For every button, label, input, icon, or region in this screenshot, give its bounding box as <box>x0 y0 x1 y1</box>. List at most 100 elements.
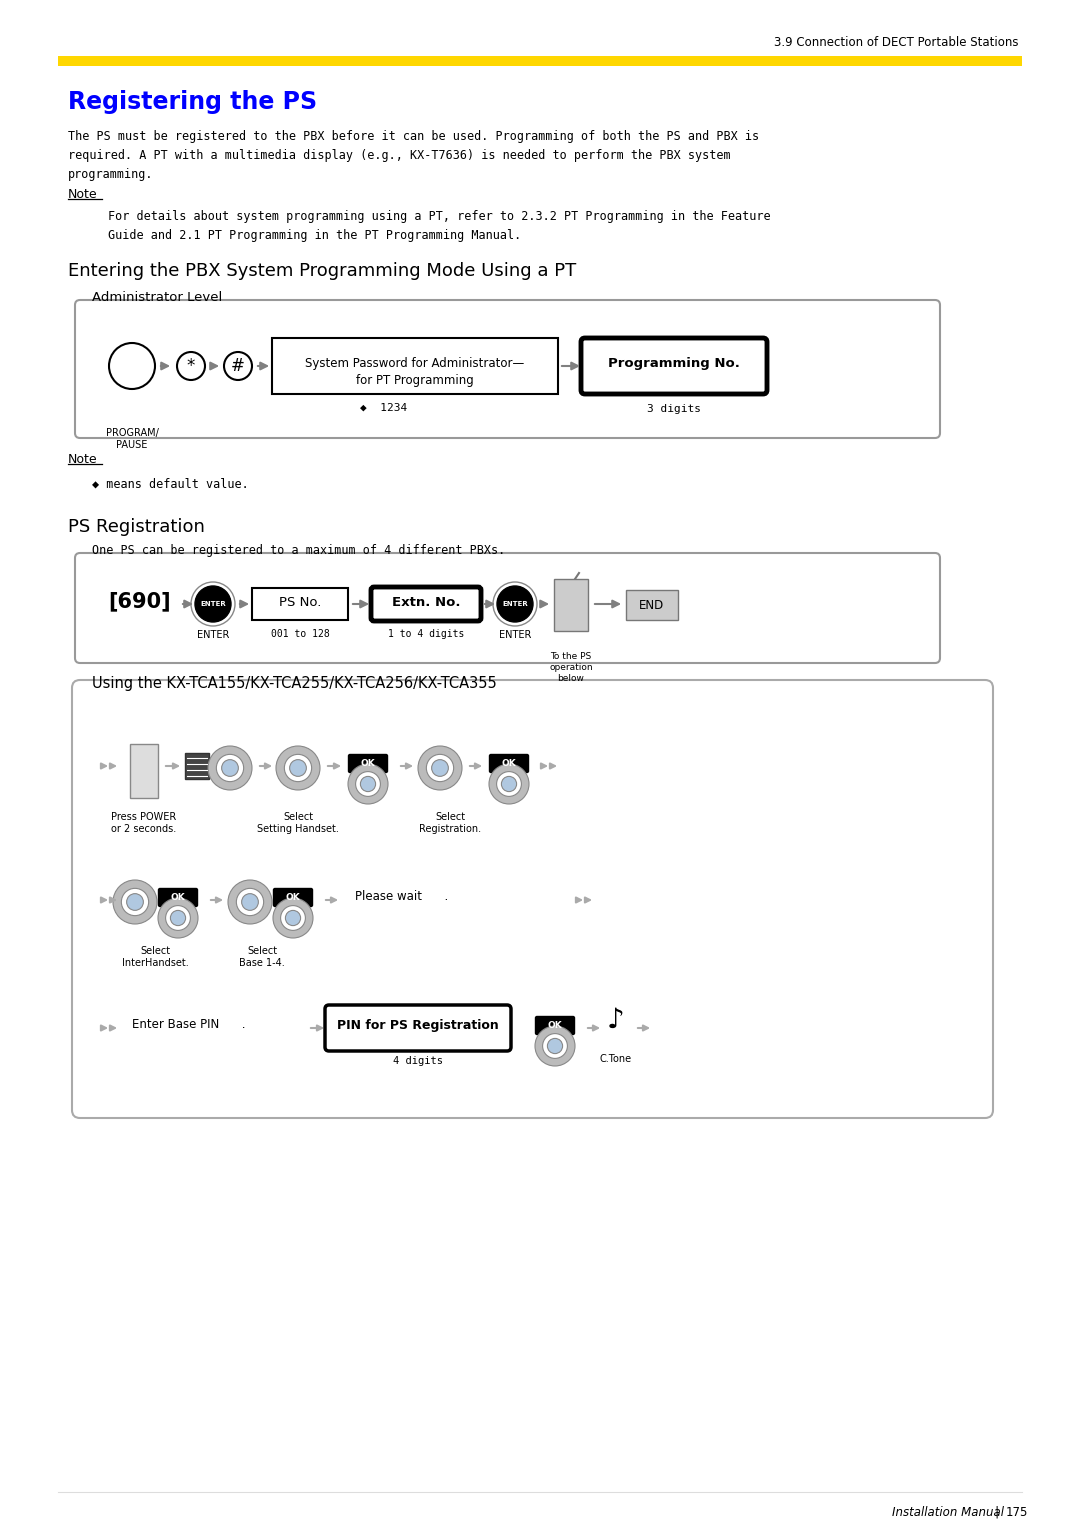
Circle shape <box>535 1025 575 1067</box>
FancyBboxPatch shape <box>273 888 312 906</box>
Text: OK: OK <box>548 1021 563 1030</box>
Text: Please wait      .: Please wait . <box>355 889 448 903</box>
FancyBboxPatch shape <box>489 755 528 773</box>
Circle shape <box>285 911 300 926</box>
Circle shape <box>501 776 516 792</box>
Circle shape <box>276 746 320 790</box>
Text: [690]: [690] <box>108 591 171 611</box>
Text: ENTER: ENTER <box>200 601 226 607</box>
Text: 4 digits: 4 digits <box>393 1056 443 1067</box>
Text: Extn. No.: Extn. No. <box>392 596 460 608</box>
FancyBboxPatch shape <box>75 553 940 663</box>
Circle shape <box>126 894 144 911</box>
Text: For details about system programming using a PT, refer to 2.3.2 PT Programming i: For details about system programming usi… <box>108 209 771 223</box>
Text: Registering the PS: Registering the PS <box>68 90 318 115</box>
Circle shape <box>418 746 462 790</box>
Text: 3.9 Connection of DECT Portable Stations: 3.9 Connection of DECT Portable Stations <box>773 37 1018 49</box>
Bar <box>130 744 158 798</box>
Text: ENTER: ENTER <box>197 630 229 640</box>
Text: Press POWER
or 2 seconds.: Press POWER or 2 seconds. <box>111 811 177 834</box>
Text: The PS must be registered to the PBX before it can be used. Programming of both : The PS must be registered to the PBX bef… <box>68 130 759 144</box>
Text: END: END <box>639 599 664 611</box>
Circle shape <box>109 342 156 390</box>
Text: 1 to 4 digits: 1 to 4 digits <box>388 630 464 639</box>
Text: PS Registration: PS Registration <box>68 518 205 536</box>
Text: OK: OK <box>171 892 186 902</box>
FancyBboxPatch shape <box>75 299 940 439</box>
Text: Select
InterHandset.: Select InterHandset. <box>122 946 188 969</box>
Text: Using the KX-TCA155/KX-TCA255/KX-TCA256/KX-TCA355: Using the KX-TCA155/KX-TCA255/KX-TCA256/… <box>92 675 497 691</box>
Circle shape <box>361 776 376 792</box>
FancyBboxPatch shape <box>536 1016 575 1034</box>
Text: PROGRAM/
PAUSE: PROGRAM/ PAUSE <box>106 428 159 449</box>
FancyBboxPatch shape <box>159 888 198 906</box>
FancyBboxPatch shape <box>272 338 558 394</box>
Bar <box>626 590 678 620</box>
Text: ◆  1234: ◆ 1234 <box>360 403 407 413</box>
Text: PIN for PS Registration: PIN for PS Registration <box>337 1019 499 1033</box>
Text: PS No.: PS No. <box>279 596 321 608</box>
Text: Entering the PBX System Programming Mode Using a PT: Entering the PBX System Programming Mode… <box>68 261 577 280</box>
Text: #: # <box>231 358 245 374</box>
Text: programming.: programming. <box>68 168 153 180</box>
Circle shape <box>489 764 529 804</box>
Text: Note: Note <box>68 452 97 466</box>
Text: Installation Manual: Installation Manual <box>892 1507 1004 1519</box>
FancyBboxPatch shape <box>325 1005 511 1051</box>
Circle shape <box>242 894 258 911</box>
Circle shape <box>113 880 157 924</box>
FancyBboxPatch shape <box>58 57 1022 66</box>
Text: OK: OK <box>501 759 516 769</box>
Circle shape <box>224 351 252 380</box>
Circle shape <box>427 755 454 782</box>
Text: Select
Setting Handset.: Select Setting Handset. <box>257 811 339 834</box>
Circle shape <box>171 911 186 926</box>
Text: Administrator Level: Administrator Level <box>92 290 222 304</box>
FancyBboxPatch shape <box>349 755 388 773</box>
Circle shape <box>432 759 448 776</box>
Text: ENTER: ENTER <box>499 630 531 640</box>
FancyBboxPatch shape <box>372 587 481 620</box>
Circle shape <box>289 759 307 776</box>
Circle shape <box>497 587 534 622</box>
Text: Enter Base PIN      .: Enter Base PIN . <box>132 1018 245 1030</box>
Circle shape <box>158 898 198 938</box>
Text: Select
Registration.: Select Registration. <box>419 811 481 834</box>
Text: for PT Programming: for PT Programming <box>356 374 474 387</box>
FancyBboxPatch shape <box>252 588 348 620</box>
Circle shape <box>228 880 272 924</box>
Circle shape <box>284 755 312 782</box>
Text: ♪: ♪ <box>607 1005 624 1034</box>
Circle shape <box>355 772 380 796</box>
Circle shape <box>195 587 231 622</box>
Text: Note: Note <box>68 188 97 202</box>
Text: 3 digits: 3 digits <box>647 403 701 414</box>
Circle shape <box>548 1039 563 1054</box>
Text: 001 to 128: 001 to 128 <box>271 630 329 639</box>
FancyBboxPatch shape <box>581 338 767 394</box>
Circle shape <box>273 898 313 938</box>
FancyBboxPatch shape <box>72 680 993 1118</box>
Circle shape <box>216 755 244 782</box>
Text: One PS can be registered to a maximum of 4 different PBXs.: One PS can be registered to a maximum of… <box>92 544 505 558</box>
Text: ENTER: ENTER <box>502 601 528 607</box>
Text: *: * <box>187 358 195 374</box>
Circle shape <box>348 764 388 804</box>
Text: OK: OK <box>361 759 376 769</box>
Circle shape <box>221 759 239 776</box>
Text: C.Tone: C.Tone <box>599 1054 632 1063</box>
Circle shape <box>165 906 190 931</box>
Text: System Password for Administrator—: System Password for Administrator— <box>306 358 525 370</box>
Text: |: | <box>994 1507 998 1519</box>
Circle shape <box>208 746 252 790</box>
Text: To the PS
operation
below: To the PS operation below <box>550 652 593 683</box>
Text: required. A PT with a multimedia display (e.g., KX-T7636) is needed to perform t: required. A PT with a multimedia display… <box>68 150 731 162</box>
Text: Guide and 2.1 PT Programming in the PT Programming Manual.: Guide and 2.1 PT Programming in the PT P… <box>108 229 522 241</box>
Bar <box>554 579 588 631</box>
Text: ◆ means default value.: ◆ means default value. <box>92 478 248 490</box>
Circle shape <box>177 351 205 380</box>
Text: Select
Base 1-4.: Select Base 1-4. <box>239 946 285 969</box>
Text: Programming No.: Programming No. <box>608 356 740 370</box>
Bar <box>185 753 210 779</box>
Circle shape <box>542 1033 567 1059</box>
